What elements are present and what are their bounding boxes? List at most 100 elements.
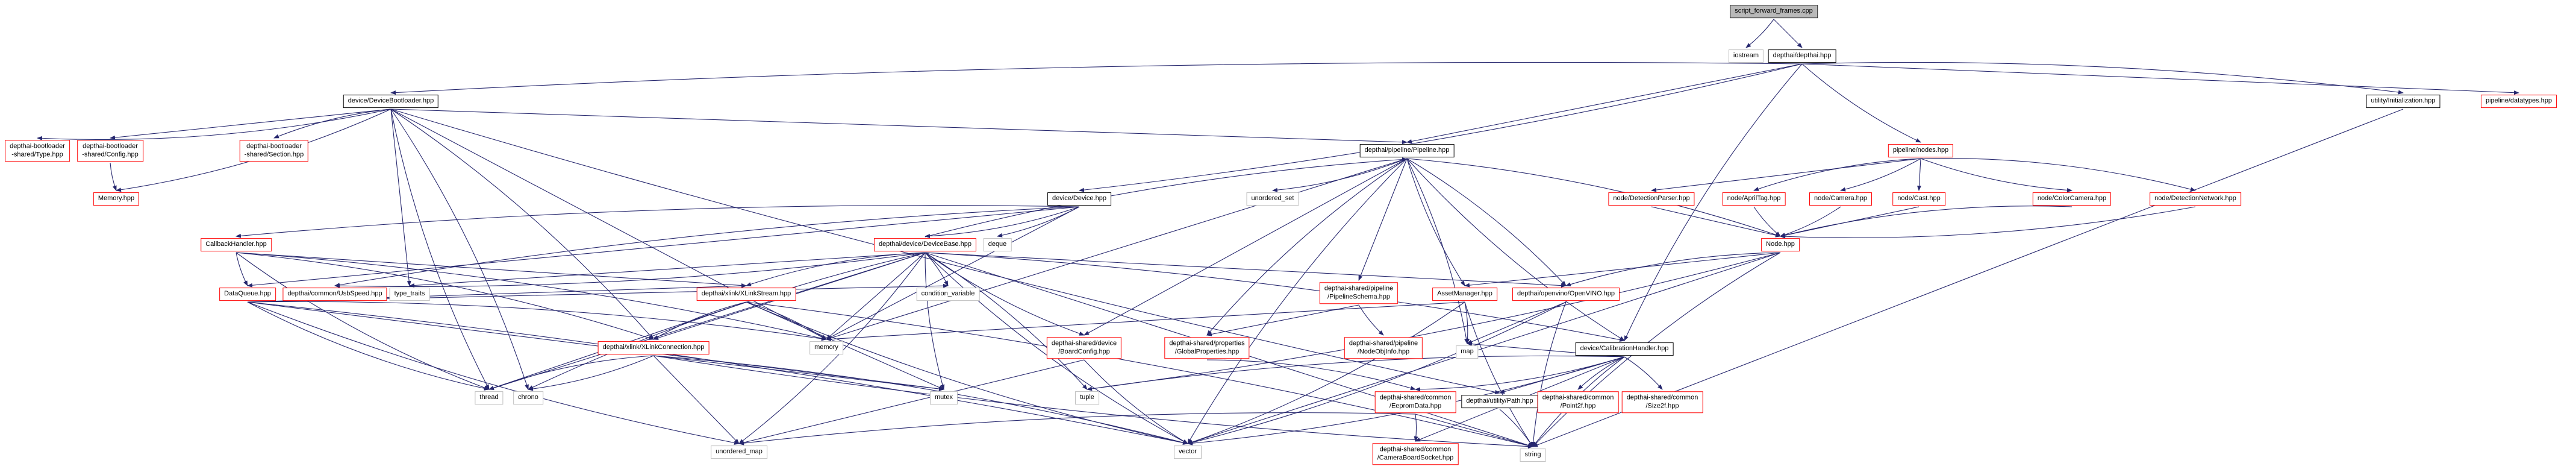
graph-node-xlinkstream[interactable]: depthai/xlink/XLinkStream.hpp <box>696 288 796 301</box>
include-edge-depthai-datatypes <box>1801 63 2519 95</box>
graph-node-detectionparser[interactable]: node/DetectionParser.hpp <box>1608 192 1695 206</box>
include-edge-pipeline-vector <box>1187 158 1408 444</box>
include-edge-openvino-string <box>1531 301 1567 447</box>
include-edge-bootloader-config <box>110 109 391 140</box>
include-edge-colorcamera-node <box>1780 206 2072 238</box>
graph-node-dataqueue[interactable]: DataQueue.hpp <box>219 288 276 301</box>
include-edge-devicebase-openvino <box>925 252 1567 288</box>
graph-node-point2f[interactable]: depthai-shared/common /Point2f.hpp <box>1537 391 1619 413</box>
include-edge-device-deque <box>997 206 1080 238</box>
graph-node-bootloader[interactable]: device/DeviceBootloader.hpp <box>343 95 439 108</box>
graph-node-node[interactable]: Node.hpp <box>1761 238 1800 251</box>
graph-node-mutex: mutex <box>930 391 958 404</box>
include-edge-nodes-apriltag <box>1753 158 1921 191</box>
include-edge-devicebase-unordered_map <box>738 252 926 444</box>
include-edge-callbackhandler-dataqueue <box>235 252 248 286</box>
include-edge-calibrationhandler-eepromdata <box>1415 356 1625 392</box>
graph-node-colorcamera[interactable]: node/ColorCamera.hpp <box>2032 192 2112 206</box>
graph-node-datatypes[interactable]: pipeline/datatypes.hpp <box>2480 95 2557 108</box>
include-edge-pipeline-unordered_set <box>1272 158 1408 192</box>
graph-node-detectionnetwork[interactable]: node/DetectionNetwork.hpp <box>2150 192 2241 206</box>
graph-node-usbspeed[interactable]: depthai/common/UsbSpeed.hpp <box>282 288 387 301</box>
include-edge-xlinkconnection-vector <box>653 355 1188 445</box>
include-edge-assetmanager-map <box>1464 301 1470 344</box>
include-edge-devicebase-mutex <box>925 252 945 390</box>
include-edge-devicebase-boardconfig <box>925 252 1085 336</box>
include-edge-assetmanager-string <box>1464 301 1533 447</box>
graph-node-string: string <box>1520 448 1546 462</box>
graph-node-memoryhpp[interactable]: Memory.hpp <box>93 192 140 206</box>
graph-node-size2f[interactable]: depthai-shared/common /Size2f.hpp <box>1621 391 1703 413</box>
include-edge-depthai-nodes <box>1801 63 1921 143</box>
graph-node-boardconfig[interactable]: depthai-shared/device /BoardConfig.hpp <box>1046 337 1122 359</box>
include-edge-xlinkconnection-string <box>653 355 1533 449</box>
include-edge-pipeline-assetmanager <box>1406 158 1465 286</box>
graph-node-memory: memory <box>809 341 843 354</box>
include-edge-calibrationhandler-point2f <box>1577 356 1625 390</box>
include-edge-xlinkstream-mutex <box>746 301 944 390</box>
graph-node-eepromdata[interactable]: depthai-shared/common /EepromData.hpp <box>1374 391 1456 413</box>
include-edge-node-tuple <box>1087 252 1781 391</box>
graph-node-camera[interactable]: node/Camera.hpp <box>1809 192 1873 206</box>
graph-node-unordered_set: unordered_set <box>1246 192 1299 206</box>
include-edge-pipeline-globalproperties <box>1206 158 1408 336</box>
graph-node-nodes[interactable]: pipeline/nodes.hpp <box>1888 144 1954 157</box>
include-edge-dataqueue-thread <box>247 301 490 391</box>
include-edge-pipeline-boardconfig <box>1084 158 1408 336</box>
include-edge-dataqueue-unordered_map <box>247 301 740 445</box>
include-edge-cpp-depthai <box>1773 19 1803 48</box>
include-edge-eepromdata-unordered_map <box>738 412 1416 445</box>
graph-node-thread: thread <box>475 391 504 404</box>
include-edge-cpp-iostream <box>1745 19 1774 48</box>
graph-node-config[interactable]: depthai-bootloader -shared/Config.hpp <box>77 140 143 162</box>
graph-node-cast[interactable]: node/Cast.hpp <box>1892 192 1945 206</box>
graph-node-depthai[interactable]: depthai/depthai.hpp <box>1768 49 1836 63</box>
include-edge-detectionnetwork-node <box>1780 206 2196 239</box>
graph-node-devicebase[interactable]: depthai/device/DeviceBase.hpp <box>873 238 977 251</box>
graph-node-callbackhandler[interactable]: CallbackHandler.hpp <box>201 238 272 251</box>
include-edge-globalproperties-eepromdata <box>1206 359 1416 391</box>
include-edge-assetmanager-vector <box>1187 301 1465 444</box>
include-edge-boardconfig-unordered_map <box>738 359 1085 445</box>
include-edge-devicebase-pipeline <box>925 157 1408 238</box>
include-edge-nodes-detectionparser <box>1651 158 1921 192</box>
include-edge-devicebase-thread <box>488 252 926 390</box>
graph-node-type_traits: type_traits <box>389 288 430 301</box>
graph-node-deque: deque <box>983 238 1012 251</box>
graph-node-nodeobjinfo[interactable]: depthai-shared/pipeline /NodeObjInfo.hpp <box>1344 337 1423 359</box>
include-edge-eepromdata-string <box>1415 414 1533 448</box>
include-edge-openvino-map <box>1467 301 1567 344</box>
include-edge-devicebase-condition_variable <box>925 252 949 286</box>
include-edge-path-string <box>1499 409 1533 447</box>
graph-node-globalproperties[interactable]: depthai-shared/properties /GlobalPropert… <box>1164 337 1250 359</box>
graph-node-cameraboardsocket[interactable]: depthai-shared/common /CameraBoardSocket… <box>1372 443 1459 465</box>
graph-node-pipelineschema[interactable]: depthai-shared/pipeline /PipelineSchema.… <box>1319 282 1399 304</box>
graph-node-apriltag[interactable]: node/AprilTag.hpp <box>1722 192 1786 206</box>
include-edge-bootloader-pipeline <box>390 109 1408 145</box>
graph-node-openvino[interactable]: depthai/openvino/OpenVINO.hpp <box>1512 288 1620 301</box>
include-edge-depthai-calibrationhandler <box>1624 63 1803 341</box>
graph-node-type[interactable]: depthai-bootloader -shared/Type.hpp <box>5 140 70 162</box>
include-edge-pipeline-calibrationhandler <box>1406 158 1625 341</box>
graph-node-xlinkconnection[interactable]: depthai/xlink/XLinkConnection.hpp <box>597 341 709 354</box>
graph-node-path[interactable]: depthai/utility/Path.hpp <box>1461 395 1538 408</box>
graph-node-pipeline[interactable]: depthai/pipeline/Pipeline.hpp <box>1359 144 1455 157</box>
include-edge-bootloader-chrono <box>390 109 529 390</box>
graph-node-device[interactable]: device/Device.hpp <box>1047 192 1111 206</box>
include-edge-xlinkconnection-thread <box>488 355 654 390</box>
graph-node-section[interactable]: depthai-bootloader -shared/Section.hpp <box>239 140 309 162</box>
graph-node-calibrationhandler[interactable]: device/CalibrationHandler.hpp <box>1575 342 1674 356</box>
include-edge-callbackhandler-thread <box>235 252 490 390</box>
graph-node-assetmanager[interactable]: AssetManager.hpp <box>1432 288 1497 301</box>
include-edge-camera-node <box>1780 206 1841 237</box>
graph-node-tuple: tuple <box>1075 391 1099 404</box>
include-edge-xlinkstream-string <box>746 301 1533 448</box>
include-edge-depthai-initialization <box>1801 61 2404 95</box>
include-edge-bootloader-path <box>390 109 1500 394</box>
graph-node-chrono: chrono <box>513 391 543 404</box>
include-edge-calibrationhandler-tuple <box>1087 355 1625 391</box>
include-edge-dataqueue-vector <box>247 301 1188 445</box>
graph-node-initialization[interactable]: utility/Initialization.hpp <box>2366 95 2440 108</box>
